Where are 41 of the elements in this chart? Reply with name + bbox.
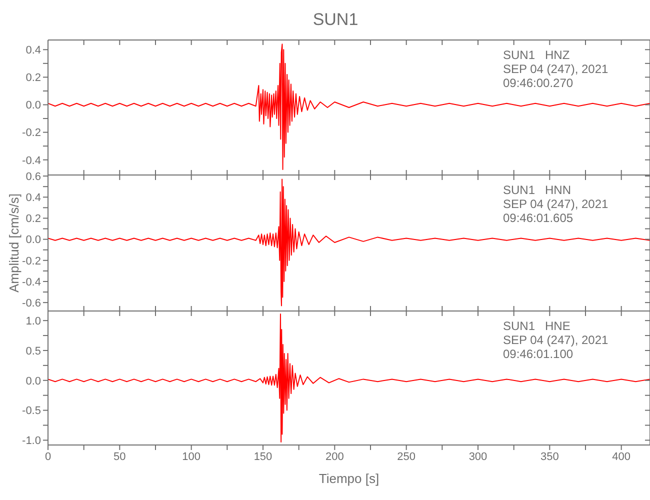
x-axis-title: Tiempo [s]	[318, 471, 380, 486]
y-tick-label: 0.4	[26, 192, 41, 204]
y-axis-title: Amplitud [cm/s/s]	[6, 194, 22, 292]
y-tick-label: -0.6	[22, 297, 41, 310]
line-series	[48, 178, 650, 306]
y-tick-label: 0.0	[26, 100, 41, 112]
annotation: SUN1 HNE	[503, 319, 572, 333]
x-tick-label: 200	[325, 450, 344, 463]
y-tick-label: 0.5	[26, 345, 41, 358]
x-tick-label: 250	[397, 450, 416, 463]
y-tick-label: 0.0	[26, 375, 41, 388]
x-tick-label: 400	[612, 450, 631, 463]
y-tick-label: 0.2	[26, 72, 41, 84]
x-tick-label: 0	[44, 450, 52, 463]
line-series	[48, 313, 650, 443]
x-tick-label: 350	[540, 450, 559, 463]
y-tick-label: 0.2	[26, 213, 41, 226]
y-tick-label: -0.2	[22, 127, 41, 140]
y-tick-label: -0.4	[22, 276, 41, 288]
annotation: 09:46:01.605	[503, 211, 574, 225]
y-tick-label: 0.4	[26, 44, 41, 57]
y-tick-label: -0.2	[22, 255, 41, 268]
annotation: 09:46:00.270	[503, 76, 574, 90]
y-tick-label: -0.5	[22, 405, 41, 418]
annotation: 09:46:01.100	[503, 347, 574, 361]
chart-title: SUN1	[312, 10, 360, 30]
x-tick-label: 50	[114, 450, 126, 463]
annotation: SEP 04 (247), 2021	[503, 333, 608, 347]
x-tick-label: 300	[468, 450, 488, 463]
annotation: SEP 04 (247), 2021	[503, 197, 608, 211]
x-tick-label: 150	[254, 450, 272, 463]
y-tick-label: 0.6	[26, 170, 41, 183]
annotation: SUN1 HNZ	[503, 48, 571, 62]
y-tick-label: 1.0	[26, 315, 41, 328]
annotation: SUN1 HNN	[503, 183, 572, 197]
annotation: SEP 04 (247), 2021	[503, 62, 608, 76]
y-tick-label: -0.4	[22, 154, 41, 167]
x-tick-label: 100	[182, 450, 201, 463]
line-series	[48, 44, 650, 170]
y-tick-label: -1.0	[22, 435, 41, 448]
y-tick-label: 0.0	[26, 234, 41, 246]
